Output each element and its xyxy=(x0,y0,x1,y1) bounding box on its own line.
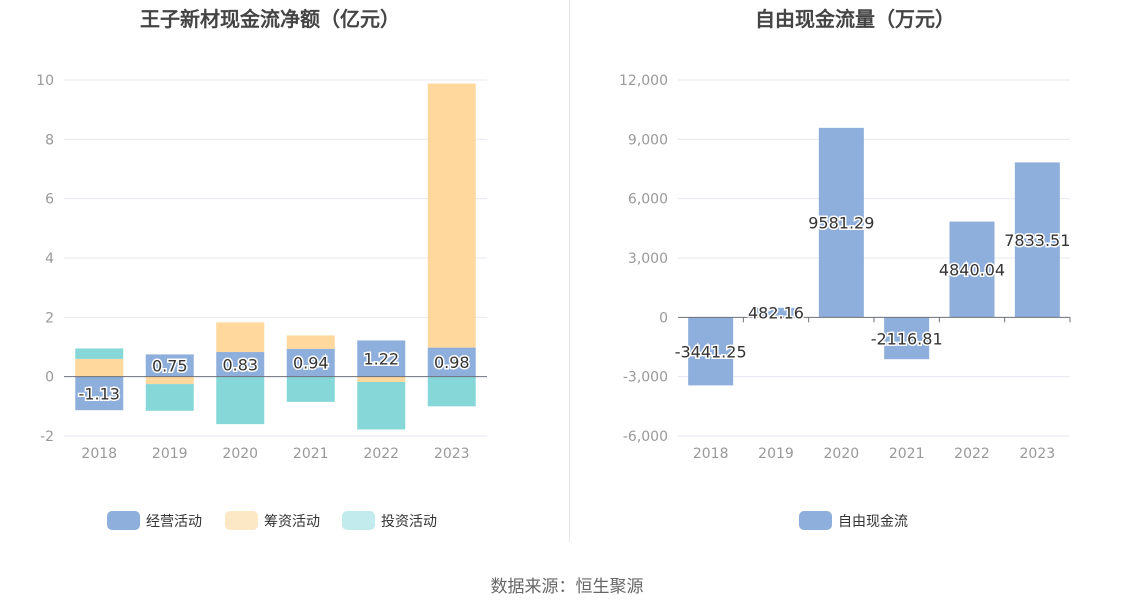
financing-bar xyxy=(216,322,265,353)
legend-label: 投资活动 xyxy=(381,514,437,530)
legend-label: 筹资活动 xyxy=(264,513,320,530)
y-tick-label: 3,000 xyxy=(628,251,668,267)
y-tick-label: 9,000 xyxy=(628,132,668,148)
free-cash-flow-bar xyxy=(818,127,864,318)
investing-bar xyxy=(427,376,476,407)
investing-bar xyxy=(216,376,265,425)
y-tick-label: 2 xyxy=(45,310,54,326)
x-tick-label: 2020 xyxy=(222,446,258,462)
data-label: 9581.29 xyxy=(808,214,874,233)
data-label: -1.13 xyxy=(79,384,120,403)
x-tick-label: 2018 xyxy=(693,446,729,462)
legend-label: 经营活动 xyxy=(146,514,202,530)
investing-bar xyxy=(145,384,194,411)
y-tick-label: 10 xyxy=(36,73,54,89)
financing-bar xyxy=(75,358,124,377)
x-tick-label: 2021 xyxy=(889,446,925,462)
data-label: 0.94 xyxy=(293,354,329,373)
free-cash-flow-bar xyxy=(753,307,799,318)
data-source-note: 数据来源：恒生聚源 xyxy=(490,577,644,597)
y-tick-label: 12,000 xyxy=(619,73,668,89)
financing-bar xyxy=(145,376,194,385)
operating-bar xyxy=(145,354,194,377)
data-label: 4840.04 xyxy=(939,260,1005,279)
y-tick-label: -2 xyxy=(40,429,54,445)
investing-bar xyxy=(75,348,124,359)
chart-title: 自由现金流量（万元） xyxy=(755,7,955,31)
data-label: 1.22 xyxy=(363,350,399,369)
x-tick-label: 2023 xyxy=(434,446,470,462)
financing-bar xyxy=(357,376,406,383)
cash-flow-net-chart: 王子新材现金流净额（亿元） -2 0 2 4 6 8 10 2018 2019 2020 2021 20… xyxy=(36,7,487,530)
investing-bar xyxy=(286,376,335,402)
legend-item[interactable]: 经营活动 xyxy=(107,511,202,530)
legend-swatch xyxy=(342,511,375,530)
operating-bar xyxy=(75,376,124,411)
operating-bar xyxy=(357,340,406,377)
data-label: -3441.25 xyxy=(675,342,747,361)
y-tick-label: 0 xyxy=(659,310,668,326)
y-tick-label: 6 xyxy=(45,192,54,208)
x-tick-label: 2019 xyxy=(152,446,188,462)
x-tick-label: 2021 xyxy=(293,446,329,462)
y-tick-label: -6,000 xyxy=(623,429,668,445)
free-cash-flow-bar xyxy=(688,317,734,386)
legend-label: 自由现金流 xyxy=(838,514,908,530)
x-tick-label: 2019 xyxy=(758,446,794,462)
y-tick-label: 8 xyxy=(45,132,54,148)
chart-title: 王子新材现金流净额（亿元） xyxy=(140,7,400,31)
free-cash-flow-bar xyxy=(949,221,995,318)
legend-item[interactable]: 投资活动 xyxy=(342,511,437,530)
x-tick-label: 2018 xyxy=(81,446,117,462)
data-label: 0.75 xyxy=(152,357,188,376)
chart-canvas: 王子新材现金流净额（亿元） -2 0 2 4 6 8 10 2018 2019 2020 2021 20… xyxy=(36,7,1072,530)
investing-bar xyxy=(357,382,406,430)
x-tick-label: 2022 xyxy=(363,446,399,462)
operating-bar xyxy=(286,348,335,377)
y-tick-label: -3,000 xyxy=(623,370,668,386)
y-tick-label: 6,000 xyxy=(628,192,668,208)
free-cash-flow-bar xyxy=(1014,162,1060,318)
data-label: -2116.81 xyxy=(871,329,943,348)
y-tick-label: 4 xyxy=(45,251,54,267)
financing-bar xyxy=(427,83,476,348)
panel-divider xyxy=(569,0,570,542)
legend-item[interactable]: 筹资活动 xyxy=(225,511,320,530)
x-tick-label: 2023 xyxy=(1020,446,1056,462)
legend-swatch xyxy=(225,511,258,530)
data-label: 0.98 xyxy=(434,353,470,372)
legend-swatch xyxy=(107,511,140,530)
legend-item[interactable]: 自由现金流 xyxy=(799,511,908,530)
financing-bar xyxy=(286,335,335,349)
data-label: 482.16 xyxy=(748,304,804,323)
operating-bar xyxy=(216,352,265,377)
legend-swatch xyxy=(799,511,832,530)
x-tick-label: 2022 xyxy=(954,446,990,462)
free-cash-flow-chart: 自由现金流量（万元） -6,000 -3,000 0 3,000 6,000 9,000 12… xyxy=(619,7,1072,530)
free-cash-flow-bar xyxy=(884,317,930,360)
operating-bar xyxy=(427,347,476,377)
x-tick-label: 2020 xyxy=(824,446,860,462)
data-label: 7833.51 xyxy=(1004,231,1070,250)
y-tick-label: 0 xyxy=(45,370,54,386)
data-label: 0.83 xyxy=(222,355,258,374)
